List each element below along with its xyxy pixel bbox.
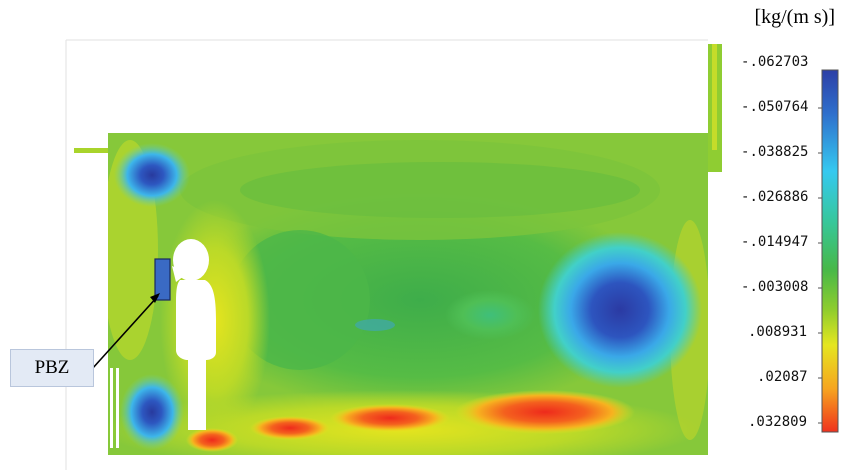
tick-value-0: .062703: [749, 54, 809, 70]
tick-sign-4: -: [741, 234, 750, 250]
colorbar-label-0: -.062703: [741, 54, 819, 70]
floor-hot-zone-feet: [186, 428, 238, 452]
tick-value-1: .050764: [749, 99, 809, 115]
pbz-leader-line: [91, 295, 159, 370]
floor-hot-zone-left: [250, 416, 330, 440]
colorbar-label-4: -.014947: [741, 234, 819, 250]
top-left-vortex: [114, 143, 190, 207]
colorbar-ticks: [818, 107, 822, 424]
colorbar-label-7: .02087: [757, 369, 835, 385]
tick-sign-5: -: [741, 279, 750, 295]
pbz-label-box: PBZ: [10, 349, 94, 387]
upper-flow-core: [240, 162, 640, 218]
occupant-silhouette: [172, 239, 216, 430]
tick-value-8: .032809: [748, 414, 808, 430]
tick-sign-2: -: [741, 144, 750, 160]
floor-hot-zone-mid: [330, 404, 450, 432]
pbz-sampling-box: [154, 258, 171, 301]
colorbar-label-6: .008931: [748, 324, 826, 340]
colorbar-label-5: -.003008: [741, 279, 819, 295]
colorbar-label-2: -.038825: [741, 144, 819, 160]
tick-sign-0: -: [741, 54, 750, 70]
vent-slit-1: [110, 368, 113, 448]
tick-value-7: .02087: [757, 369, 808, 385]
unit-label: [kg/(m s)]: [754, 6, 835, 28]
colorbar-label-8: .032809: [748, 414, 826, 430]
colorbar-strip: [821, 69, 839, 433]
tick-sign-3: -: [741, 189, 750, 205]
tick-value-4: .014947: [749, 234, 809, 250]
tick-value-6: .008931: [748, 324, 808, 340]
bottom-left-vortex: [120, 374, 184, 450]
colorbar-label-3: -.026886: [741, 189, 819, 205]
teal-patch-small: [355, 319, 395, 331]
pbz-label: PBZ: [34, 357, 70, 378]
floor-hot-zone-right: [455, 390, 635, 434]
pbz-arrowhead: [150, 293, 160, 303]
tick-value-2: .038825: [749, 144, 809, 160]
right-vortex: [538, 232, 702, 388]
tick-value-5: .003008: [749, 279, 809, 295]
vent-slit-2: [116, 368, 119, 448]
outlet-duct-core: [712, 44, 717, 172]
teal-patch-center: [445, 290, 535, 340]
colorbar-label-1: -.050764: [741, 99, 819, 115]
inlet-slot: [74, 148, 110, 153]
tick-sign-1: -: [741, 99, 750, 115]
tick-value-3: .026886: [749, 189, 809, 205]
